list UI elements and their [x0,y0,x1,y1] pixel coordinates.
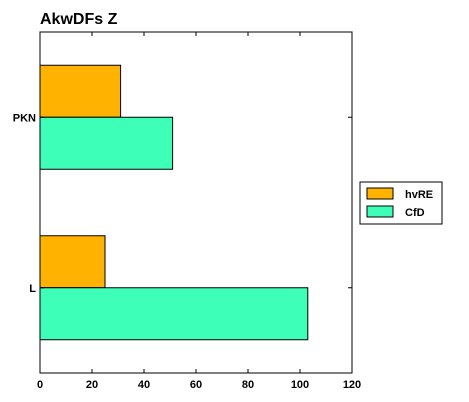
bar-hvRE-L [39,235,106,289]
y-tick-label: L [29,283,36,295]
chart-title: AkwDFs Z [40,11,118,28]
legend-swatch-hvRE [366,187,394,200]
legend-items: hvRE CfD [366,187,433,219]
legend: hvRE CfD [359,181,443,225]
legend-label-hvRE: hvRE [405,189,433,201]
bar-hvRE-PKN [39,64,122,118]
x-tick-label: 40 [138,379,150,391]
x-tick-label: 20 [86,379,98,391]
y-axis: PKN L [13,112,352,295]
x-axis: 0 20 40 60 80 100 120 [37,32,361,391]
x-tick-label: 0 [37,379,43,391]
y-tick-label: PKN [13,112,36,124]
legend-swatch-CfD [366,205,394,218]
x-tick-label: 120 [343,379,361,391]
bar-CfD-PKN [39,116,174,170]
bar-CfD-L [39,287,309,341]
x-tick-label: 100 [291,379,309,391]
x-tick-label: 60 [190,379,202,391]
x-tick-label: 80 [242,379,254,391]
bars-layer [39,64,309,341]
legend-label-CfD: CfD [405,207,425,219]
